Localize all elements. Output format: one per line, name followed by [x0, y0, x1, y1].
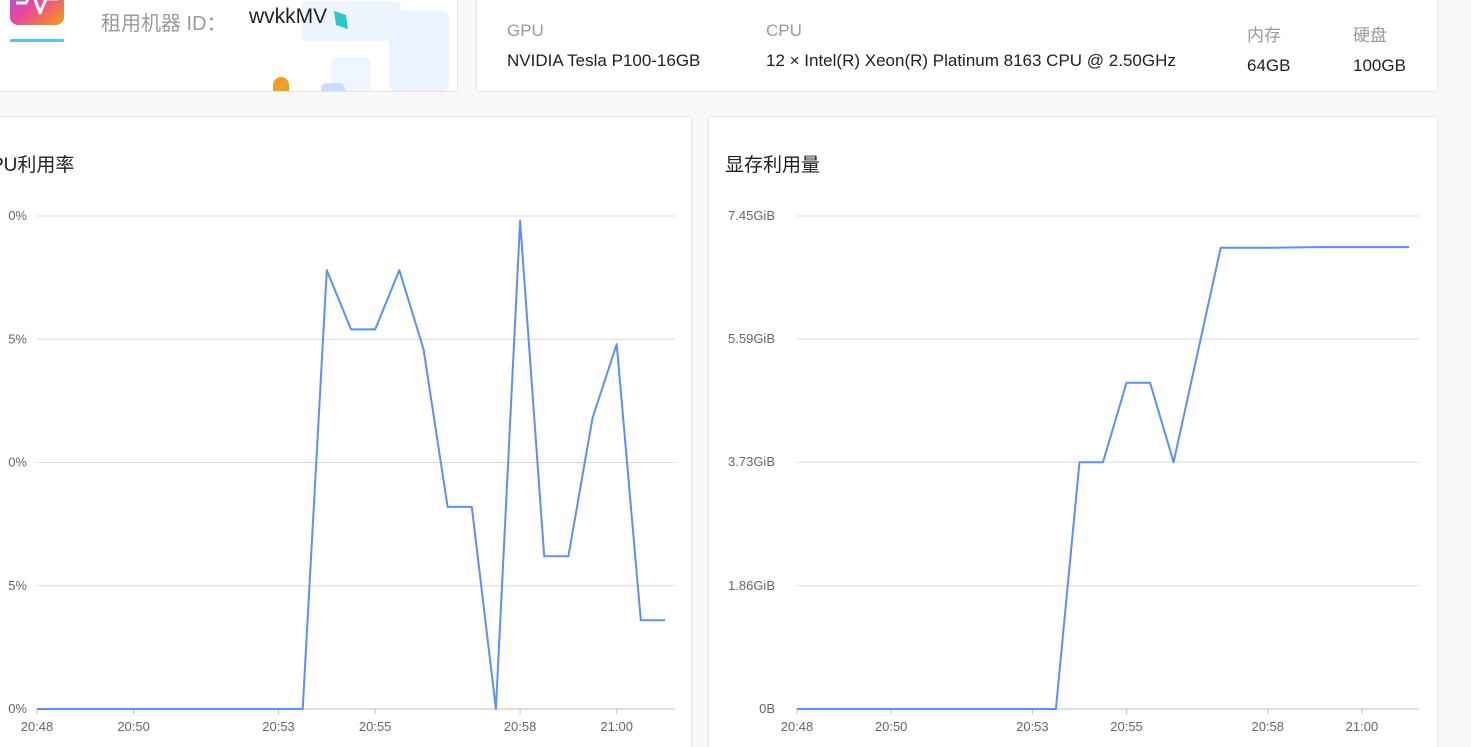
chart-title: 显存利用量	[725, 155, 821, 176]
activity-chart-icon	[8, 0, 66, 45]
decor-block	[301, 1, 401, 41]
spec-cpu: CPU 12 × Intel(R) Xeon(R) Platinum 8163 …	[766, 21, 1176, 71]
series-line	[797, 246, 1409, 710]
y-tick-label: 3.73GiB	[728, 454, 775, 469]
gpu-memory-chart[interactable]: 0B 1.86GiB 3.73GiB 5.59GiB 7.45GiB 20:48 20:50…	[709, 117, 1437, 747]
cpu-usage-card: PU利用率 0% 5% 0% 5% 0% 20:48 20:50 20:53 20:55 20:5…	[0, 116, 692, 747]
spec-label: CPU	[766, 21, 802, 40]
x-tick-label: 20:53	[1016, 719, 1049, 734]
spec-value: 64GB	[1247, 56, 1291, 75]
x-tick-label: 20:48	[21, 719, 54, 734]
y-tick-label: 7.45GiB	[728, 208, 775, 223]
y-tick-label: 5%	[8, 578, 27, 593]
spec-gpu: GPU NVIDIA Tesla P100-16GB	[507, 21, 700, 71]
machine-specs: GPU NVIDIA Tesla P100-16GB CPU 12 × Inte…	[476, 0, 1438, 92]
spec-value: 12 × Intel(R) Xeon(R) Platinum 8163 CPU …	[766, 51, 1176, 70]
chart-title: PU利用率	[0, 155, 75, 176]
decor-block	[389, 11, 449, 91]
decor-block	[273, 77, 289, 91]
y-tick-label: 0%	[8, 455, 27, 470]
x-tick-label: 20:58	[1251, 719, 1284, 734]
x-tick-label: 20:48	[781, 719, 814, 734]
spec-value: NVIDIA Tesla P100-16GB	[507, 51, 701, 70]
gpu-memory-card: 显存利用量 0B 1.86GiB 3.73GiB 5.59GiB 7.45GiB 20:4…	[708, 116, 1438, 747]
y-tick-label: 0B	[759, 701, 775, 716]
spec-value: 100GB	[1353, 56, 1406, 75]
series-line	[37, 219, 665, 710]
x-tick-label: 20:55	[359, 719, 392, 734]
x-tick-label: 20:53	[262, 719, 295, 734]
x-tick-label: 20:50	[117, 719, 150, 734]
machine-id-label: 租用机器 ID：	[101, 13, 227, 35]
x-tick-label: 20:50	[875, 719, 908, 734]
spec-memory: 内存 64GB	[1247, 21, 1290, 76]
x-tick-label: 21:00	[1346, 719, 1379, 734]
spec-label: GPU	[507, 21, 544, 40]
decor-block	[321, 83, 345, 91]
y-tick-label: 0%	[8, 701, 27, 716]
machine-id-value[interactable]: wvkkMV	[249, 5, 328, 28]
cpu-usage-chart[interactable]: 0% 5% 0% 5% 0% 20:48 20:50 20:53 20:55 20:58 21:00	[0, 117, 691, 747]
x-tick-label: 20:55	[1110, 719, 1143, 734]
spec-label: 硬盘	[1353, 26, 1387, 45]
machine-card: 租用机器 ID： wvkkMV	[0, 0, 458, 92]
y-tick-label: 0%	[8, 208, 27, 223]
y-tick-label: 5.59GiB	[728, 331, 775, 346]
spec-label: 内存	[1247, 26, 1281, 45]
spec-disk: 硬盘 100GB	[1353, 21, 1406, 76]
y-tick-label: 1.86GiB	[728, 578, 775, 593]
tag-icon	[332, 9, 350, 36]
y-tick-label: 5%	[8, 331, 27, 346]
x-tick-label: 20:58	[504, 719, 537, 734]
x-tick-label: 21:00	[600, 719, 633, 734]
